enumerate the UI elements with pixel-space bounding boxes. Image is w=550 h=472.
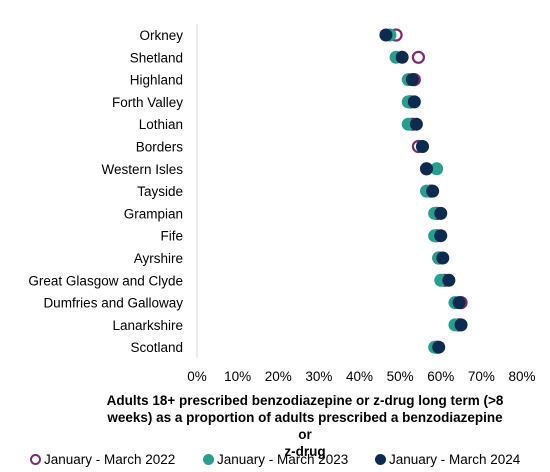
category-label-grampian: Grampian (124, 206, 183, 221)
marker-series-1-western-isles (430, 162, 444, 176)
legend-swatch-2023 (203, 454, 214, 465)
category-label-forth-valley: Forth Valley (112, 95, 183, 110)
marker-series-2-tayside (426, 184, 440, 198)
legend-label-2023: January - March 2023 (217, 452, 349, 467)
legend-item-2024: January - March 2024 (375, 452, 520, 467)
category-label-orkney: Orkney (139, 28, 183, 43)
category-label-shetland: Shetland (130, 50, 183, 65)
x-tick-labels: 0% 10% 20% 30% 40% 50% 60% 70% 80% (187, 369, 535, 384)
category-label-great-glasgow-and-clyde: Great Glasgow and Clyde (28, 273, 183, 288)
x-tick-label-6: 60% (427, 369, 454, 384)
marker-series-2-dumfries-and-galloway (452, 296, 466, 310)
category-label-scotland: Scotland (130, 340, 183, 355)
category-label-fife: Fife (160, 229, 183, 244)
legend-swatch-2022 (30, 454, 41, 465)
category-labels: Orkney Shetland Highland Forth Valley Lothia… (28, 28, 183, 355)
legend: January - March 2022 January - March 202… (0, 452, 550, 470)
x-tick-label-0: 0% (187, 369, 207, 384)
x-tick-label-3: 30% (305, 369, 332, 384)
data-markers (379, 28, 468, 354)
category-label-borders: Borders (136, 140, 184, 155)
category-label-dumfries-and-galloway: Dumfries and Galloway (43, 296, 183, 311)
x-axis-label: Adults 18+ prescribed benzodiazepine or … (105, 392, 505, 460)
x-tick-label-2: 20% (265, 369, 292, 384)
category-label-tayside: Tayside (137, 184, 183, 199)
marker-series-2-borders (415, 140, 429, 153)
category-label-lothian: Lothian (139, 117, 183, 132)
x-tick-label-5: 50% (387, 369, 414, 384)
marker-series-0-shetland (411, 50, 426, 64)
x-tick-label-8: 80% (508, 369, 535, 384)
x-tick-label-1: 10% (224, 369, 251, 384)
marker-series-2-fife (434, 229, 448, 243)
marker-series-2-highland (405, 73, 419, 87)
legend-label-2024: January - March 2024 (389, 452, 521, 467)
marker-series-2-forth-valley (407, 95, 421, 109)
marker-series-2-western-isles (420, 162, 434, 176)
marker-series-2-shetland (395, 50, 409, 64)
x-axis-label-line-1: Adults 18+ prescribed benzodiazepine or … (106, 393, 504, 408)
legend-label-2022: January - March 2022 (44, 452, 176, 467)
x-tick-label-4: 40% (346, 369, 373, 384)
legend-item-2022: January - March 2022 (30, 452, 175, 467)
category-label-lanarkshire: Lanarkshire (112, 318, 183, 333)
x-axis-label-line-3: z-drug (284, 444, 326, 459)
category-label-highland: Highland (130, 73, 183, 88)
marker-series-2-ayrshire (436, 251, 450, 265)
marker-series-2-lanarkshire (454, 318, 468, 332)
marker-series-2-great-glasgow-and-clyde (442, 273, 456, 287)
marker-series-2-orkney (379, 28, 393, 42)
category-label-ayrshire: Ayrshire (134, 251, 183, 266)
category-label-western-isles: Western Isles (101, 162, 183, 177)
x-axis-label-line-2: weeks) as a proportion of adults prescri… (107, 410, 503, 442)
x-tick-label-7: 70% (468, 369, 495, 384)
legend-swatch-2024 (375, 454, 386, 465)
marker-series-2-grampian (434, 206, 448, 220)
legend-item-2023: January - March 2023 (203, 452, 348, 467)
marker-series-2-scotland (432, 340, 446, 354)
marker-series-2-lothian (409, 117, 423, 131)
